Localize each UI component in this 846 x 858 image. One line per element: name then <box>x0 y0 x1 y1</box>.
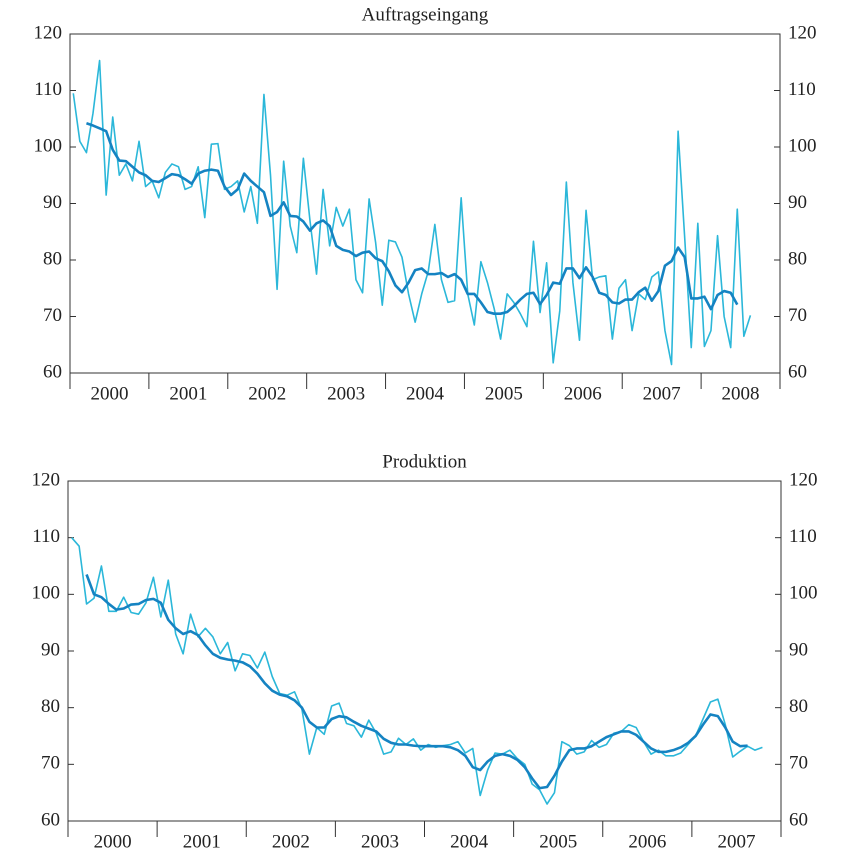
series-line <box>72 59 752 366</box>
y-tick-label: 60 <box>43 361 62 382</box>
y2-tick-label: 90 <box>788 192 807 213</box>
y-tick-label: 120 <box>32 469 61 490</box>
x-tick-label: 2000 <box>94 831 132 852</box>
y-tick-label: 90 <box>43 192 62 213</box>
y-tick-label: 70 <box>43 305 62 326</box>
plot-frame <box>67 480 782 822</box>
x-tick-label: 2002 <box>272 831 310 852</box>
y2-tick-label: 70 <box>789 753 808 774</box>
x-tick-label: 2001 <box>169 383 207 404</box>
x-tick-label: 2004 <box>450 831 489 852</box>
y2-tick-label: 60 <box>788 361 807 382</box>
y-tick-label: 100 <box>34 135 63 156</box>
y2-tick-label: 80 <box>788 248 807 269</box>
y-tick-label: 80 <box>41 696 60 717</box>
y-tick-label: 90 <box>41 639 60 660</box>
y2-tick-label: 120 <box>789 469 818 490</box>
y-tick-label: 70 <box>41 753 60 774</box>
y2-tick-label: 110 <box>789 526 817 547</box>
y-tick-label: 60 <box>41 809 60 830</box>
y2-tick-label: 90 <box>789 639 808 660</box>
y-tick-label: 120 <box>34 22 63 43</box>
x-tick-label: 2002 <box>248 383 286 404</box>
x-tick-label: 2005 <box>485 383 523 404</box>
x-tick-label: 2006 <box>564 383 602 404</box>
x-tick-label: 2001 <box>183 831 221 852</box>
y2-tick-label: 120 <box>788 22 817 43</box>
y2-tick-label: 60 <box>789 809 808 830</box>
y2-tick-label: 100 <box>789 583 818 604</box>
chart-title: Auftragseingang <box>362 4 489 25</box>
chart-title: Produktion <box>382 451 467 472</box>
y-tick-label: 100 <box>32 583 61 604</box>
x-tick-label: 2004 <box>406 383 445 404</box>
y2-tick-label: 100 <box>788 135 817 156</box>
y2-tick-label: 80 <box>789 696 808 717</box>
x-tick-label: 2003 <box>361 831 399 852</box>
x-tick-label: 2008 <box>722 383 760 404</box>
series-line <box>85 574 748 790</box>
y2-tick-label: 110 <box>788 79 816 100</box>
y2-tick-label: 70 <box>788 305 807 326</box>
y-tick-label: 110 <box>32 526 60 547</box>
y-tick-label: 110 <box>34 79 62 100</box>
series-line <box>86 122 739 315</box>
y-tick-label: 80 <box>43 248 62 269</box>
x-tick-label: 2000 <box>90 383 128 404</box>
x-tick-label: 2007 <box>717 831 755 852</box>
x-tick-label: 2006 <box>628 831 666 852</box>
x-tick-label: 2005 <box>539 831 577 852</box>
x-tick-label: 2003 <box>327 383 365 404</box>
x-tick-label: 2007 <box>643 383 681 404</box>
series-line <box>71 537 763 805</box>
